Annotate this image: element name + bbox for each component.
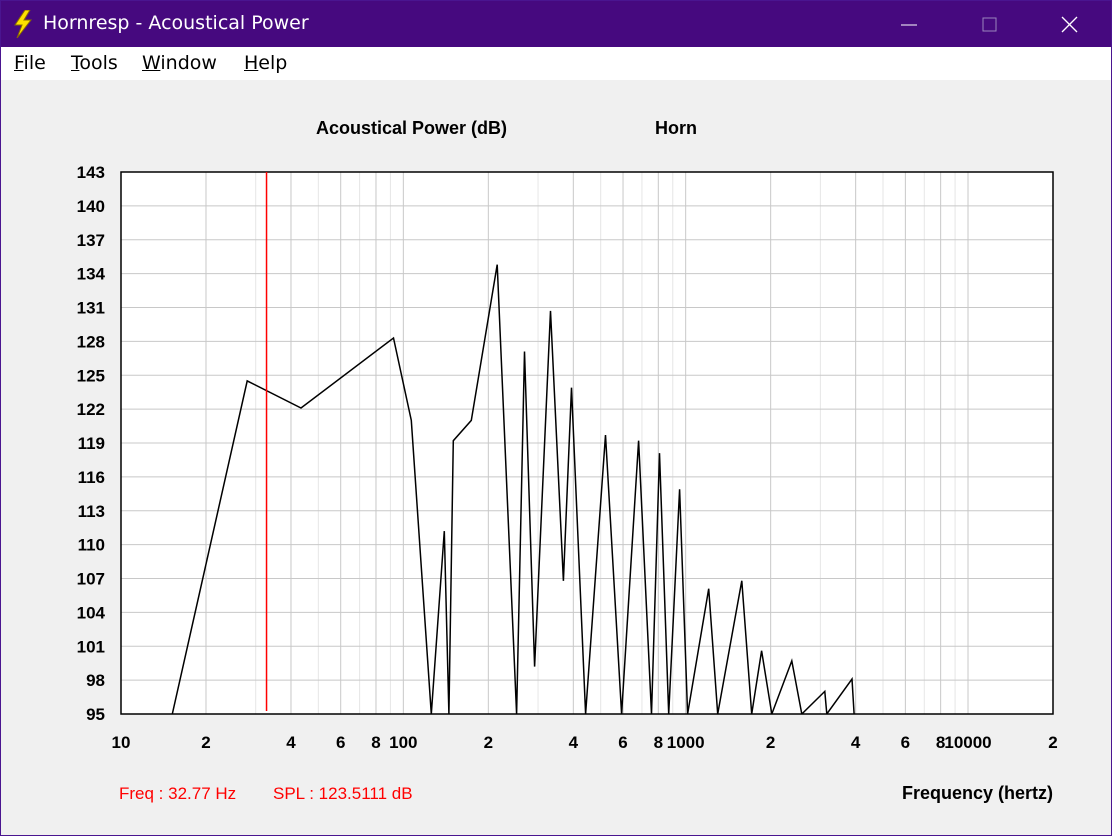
y-tick-label: 125 (77, 366, 105, 385)
y-tick-label: 140 (77, 197, 105, 216)
x-tick-label: 100 (389, 733, 417, 752)
y-tick-label: 95 (86, 705, 105, 724)
menu-item[interactable]: Help (244, 52, 288, 74)
x-tick-label: 8 (936, 733, 945, 752)
app-icon (14, 10, 33, 38)
menu-bar: File Tools Window Help (1, 47, 1111, 80)
y-tick-label: 113 (78, 502, 105, 521)
y-tick-label: 119 (78, 434, 105, 453)
y-tick-label: 131 (77, 299, 105, 318)
y-tick-label: 104 (77, 603, 106, 622)
readout: Freq : 32.77 Hz (119, 784, 236, 803)
close-button[interactable] (1061, 16, 1078, 33)
window-controls (901, 16, 1078, 33)
y-tick-label: 122 (77, 400, 105, 419)
x-tick-label: 2 (484, 733, 493, 752)
maximize-button[interactable] (982, 17, 997, 32)
y-tick-label: 101 (77, 637, 105, 656)
y-tick-label: 128 (77, 332, 105, 351)
y-tick-label: 116 (78, 468, 105, 487)
x-tick-label: 4 (569, 733, 579, 752)
x-tick-label: 6 (618, 733, 627, 752)
x-tick-label: 2 (1048, 733, 1057, 752)
x-axis-label: Frequency (hertz) (902, 783, 1053, 803)
x-tick-label: 10000 (944, 733, 991, 752)
y-tick-label: 98 (86, 671, 105, 690)
x-tick-label: 4 (851, 733, 861, 752)
x-tick-label: 6 (336, 733, 345, 752)
chart-title: Acoustical Power (dB) (316, 118, 507, 138)
x-tick-label: 1000 (667, 733, 705, 752)
chart: Acoustical Power (dB) Horn Frequency (he… (77, 118, 1058, 803)
window-title: Hornresp - Acoustical Power (43, 12, 309, 34)
x-tick-label: 2 (201, 733, 210, 752)
menu-item[interactable]: Tools (71, 52, 118, 74)
x-tick-label: 4 (286, 733, 296, 752)
line-series (171, 264, 855, 714)
x-tick-label: 8 (654, 733, 663, 752)
readout: SPL : 123.5111 dB (273, 784, 413, 803)
y-tick-label: 134 (77, 265, 106, 284)
y-tick-label: 107 (77, 570, 105, 589)
title-bar: Hornresp - Acoustical Power (1, 1, 1111, 47)
y-tick-label: 143 (77, 163, 105, 182)
x-tick-label: 8 (371, 733, 380, 752)
menu-item[interactable]: File (14, 52, 46, 74)
x-tick-label: 6 (901, 733, 910, 752)
x-tick-label: 10 (112, 733, 131, 752)
y-tick-label: 110 (78, 536, 105, 555)
y-tick-label: 137 (77, 231, 105, 250)
x-tick-label: 2 (766, 733, 775, 752)
chart-subtitle: Horn (655, 118, 697, 138)
menu-item[interactable]: Window (142, 52, 217, 74)
plot-border (120, 171, 1054, 715)
